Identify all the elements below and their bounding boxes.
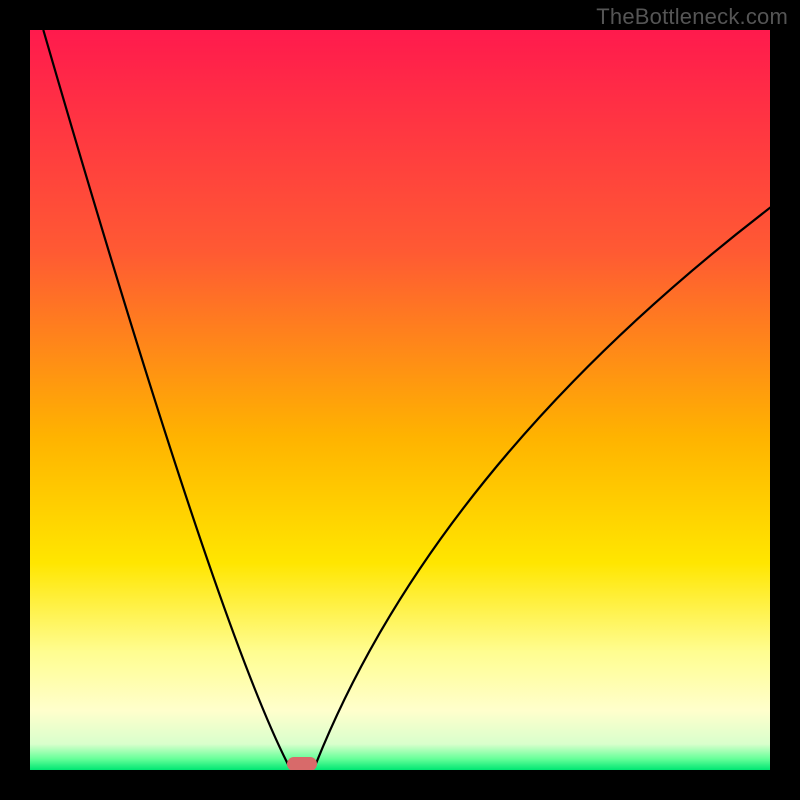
vertex-marker xyxy=(287,757,317,770)
plot-frame xyxy=(30,30,770,770)
watermark-text: TheBottleneck.com xyxy=(596,4,788,30)
bottleneck-curve xyxy=(30,30,770,770)
